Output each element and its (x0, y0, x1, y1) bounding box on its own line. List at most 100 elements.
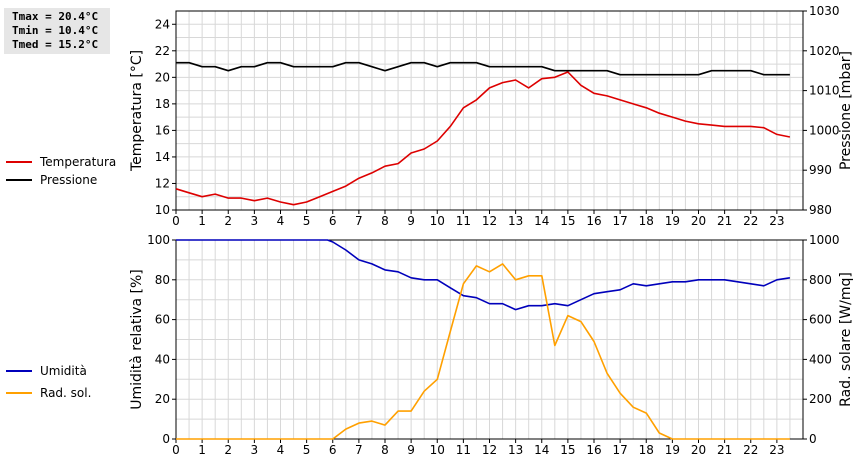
x-tick-label: 8 (381, 443, 389, 457)
legend-item-pressione: Pressione (6, 171, 116, 189)
y-tick-label: 24 (155, 17, 170, 31)
y2-tick-label: 1020 (809, 44, 840, 58)
x-tick-label: 10 (430, 443, 445, 457)
y2-tick-label: 200 (809, 392, 832, 406)
x-tick-label: 22 (743, 443, 758, 457)
y-tick-label: 12 (155, 176, 170, 190)
legend-label-umidita: Umidità (40, 364, 87, 378)
x-tick-label: 3 (251, 443, 259, 457)
x-tick-label: 9 (407, 443, 415, 457)
x-tick-label: 14 (534, 443, 549, 457)
x-tick-label: 20 (691, 443, 706, 457)
x-tick-label: 16 (586, 214, 601, 228)
y-axis-label: Temperatura [°C] (129, 50, 145, 172)
y-tick-label: 20 (155, 392, 170, 406)
y-tick-label: 80 (155, 273, 170, 287)
x-tick-label: 6 (329, 214, 337, 228)
tmax-stat: Tmax = 20.4°C (12, 10, 99, 23)
y-tick-label: 40 (155, 352, 170, 366)
x-tick-label: 21 (717, 443, 732, 457)
x-tick-label: 15 (560, 214, 575, 228)
x-tick-label: 4 (277, 443, 285, 457)
legend-item-temperatura: Temperatura (6, 153, 116, 171)
x-tick-label: 12 (482, 443, 497, 457)
x-tick-label: 10 (430, 214, 445, 228)
x-tick-label: 3 (251, 214, 259, 228)
y-tick-label: 20 (155, 70, 170, 84)
x-tick-label: 6 (329, 443, 337, 457)
y-tick-label: 60 (155, 313, 170, 327)
x-tick-label: 17 (612, 214, 627, 228)
y-tick-label: 22 (155, 44, 170, 58)
x-tick-label: 19 (665, 214, 680, 228)
y2-tick-label: 1000 (809, 233, 840, 247)
y-tick-label: 18 (155, 97, 170, 111)
y2-tick-label: 400 (809, 352, 832, 366)
x-tick-label: 20 (691, 214, 706, 228)
x-tick-label: 5 (303, 214, 311, 228)
legend-item-radsol: Rad. sol. (6, 384, 91, 402)
x-tick-label: 18 (639, 443, 654, 457)
x-tick-label: 9 (407, 214, 415, 228)
x-tick-label: 7 (355, 443, 363, 457)
x-tick-label: 11 (456, 214, 471, 228)
y2-axis-label: Rad. solare [W/mq] (838, 272, 854, 407)
x-tick-label: 0 (172, 214, 180, 228)
y-tick-label: 0 (162, 432, 170, 446)
y2-axis-label: Pressione [mbar] (838, 51, 854, 170)
series-line-rad-sol (176, 263, 790, 440)
x-tick-label: 2 (224, 443, 232, 457)
y2-tick-label: 1000 (809, 123, 840, 137)
y-tick-label: 10 (155, 203, 170, 217)
x-tick-label: 11 (456, 443, 471, 457)
y2-tick-label: 600 (809, 313, 832, 327)
legend-top: Temperatura Pressione (6, 153, 116, 189)
x-tick-label: 15 (560, 443, 575, 457)
legend-swatch-temperatura (6, 161, 32, 163)
x-tick-label: 2 (224, 214, 232, 228)
x-tick-label: 8 (381, 214, 389, 228)
legend-swatch-pressione (6, 179, 32, 181)
y2-tick-label: 1030 (809, 4, 840, 18)
x-tick-label: 23 (769, 214, 784, 228)
legend-label-temperatura: Temperatura (40, 155, 117, 169)
x-tick-label: 17 (612, 443, 627, 457)
series-line-pressione (176, 61, 790, 76)
y2-tick-label: 1010 (809, 84, 840, 98)
legend-swatch-radsol (6, 392, 32, 394)
x-tick-label: 1 (198, 443, 206, 457)
y2-tick-label: 0 (809, 432, 817, 446)
x-tick-label: 18 (639, 214, 654, 228)
y2-tick-label: 800 (809, 273, 832, 287)
x-tick-label: 21 (717, 214, 732, 228)
series-line-temperatura (175, 71, 791, 206)
tmin-stat: Tmin = 10.4°C (12, 24, 99, 37)
legend-item-umidita: Umidità (6, 362, 91, 380)
x-tick-label: 16 (586, 443, 601, 457)
y2-tick-label: 990 (809, 163, 832, 177)
x-tick-label: 12 (482, 214, 497, 228)
y-tick-label: 100 (147, 233, 170, 247)
x-tick-label: 1 (198, 214, 206, 228)
y2-tick-label: 980 (809, 203, 832, 217)
x-tick-label: 19 (665, 443, 680, 457)
stats-box: Tmax = 20.4°C Tmin = 10.4°C Tmed = 15.2°… (4, 8, 110, 54)
series-line-umidit (176, 239, 791, 311)
x-tick-label: 4 (277, 214, 285, 228)
tmed-stat: Tmed = 15.2°C (12, 38, 99, 51)
legend-label-pressione: Pressione (40, 173, 98, 187)
x-tick-label: 14 (534, 214, 549, 228)
x-tick-label: 13 (508, 443, 523, 457)
legend-label-radsol: Rad. sol. (40, 386, 92, 400)
y-tick-label: 14 (155, 150, 170, 164)
x-tick-label: 23 (769, 443, 784, 457)
y-tick-label: 16 (155, 123, 170, 137)
legend-swatch-umidita (6, 370, 32, 372)
x-tick-label: 5 (303, 443, 311, 457)
x-tick-label: 13 (508, 214, 523, 228)
y-axis-label: Umidità relativa [%] (129, 269, 145, 410)
x-tick-label: 22 (743, 214, 758, 228)
x-tick-label: 7 (355, 214, 363, 228)
x-tick-label: 0 (172, 443, 180, 457)
